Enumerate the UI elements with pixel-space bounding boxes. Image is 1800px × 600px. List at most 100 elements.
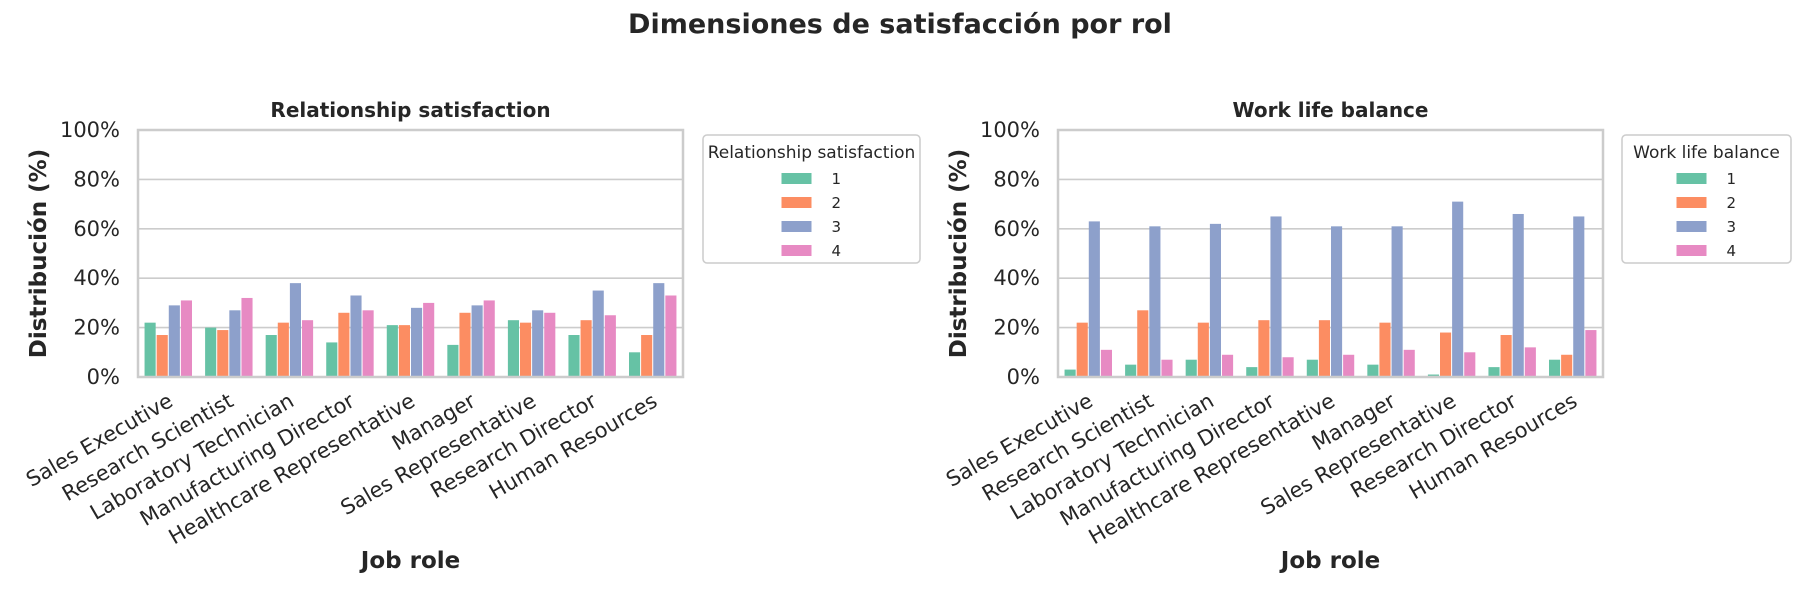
y-tick-label: 20% [73,316,120,340]
legend-label: 4 [832,242,842,260]
bar [507,320,519,377]
bar [1524,347,1536,377]
bar [168,305,180,377]
bar [665,295,677,377]
bar [1391,226,1403,377]
bar [144,322,156,377]
legend-swatch [1676,221,1707,232]
bar [483,300,495,377]
plot-frame [1056,128,1605,379]
y-tick-label: 100% [980,118,1040,142]
bar [1512,213,1524,377]
y-tick-label: 100% [60,118,120,142]
bar [641,335,653,377]
y-axis-label: Distribución (%) [26,149,52,359]
bar [1488,367,1500,377]
y-tick-label: 40% [993,266,1040,290]
bar [1379,322,1391,377]
plot-title: Relationship satisfaction [270,98,550,122]
bar [1561,354,1573,377]
bar [653,283,665,377]
legend-swatch [781,197,812,208]
y-tick-label: 40% [73,266,120,290]
bar [302,320,314,377]
y-tick-label: 80% [73,167,120,191]
bar [592,290,604,377]
legend-title: Work life balance [1633,143,1780,163]
bar [604,315,616,377]
legend-label: 2 [832,194,842,212]
bar [277,322,289,377]
legend-label: 3 [832,218,842,236]
y-tick-label: 60% [993,217,1040,241]
x-axis-label: Job role [359,548,460,574]
bar [459,312,471,377]
y-tick-label: 20% [993,316,1040,340]
bar [156,335,168,377]
plot-title: Work life balance [1233,98,1429,122]
bar [350,295,362,377]
legend-swatch [781,245,812,256]
y-axis-label: Distribución (%) [946,149,972,359]
x-axis-label: Job role [1279,548,1380,574]
y-tick-label: 0% [87,365,120,389]
legend-label: 4 [1727,242,1737,260]
bar [1440,332,1452,377]
bar [338,312,350,377]
bar [1282,357,1294,377]
bar [398,325,410,377]
bar [1331,226,1343,377]
legend-label: 1 [832,170,842,188]
bar [1246,367,1258,377]
bar [544,312,556,377]
bar [1185,359,1197,377]
bar [423,302,435,377]
legend-swatch [1676,173,1707,184]
bar [1209,223,1221,377]
bar [326,342,338,377]
bar [1258,320,1270,377]
bar [1125,364,1137,377]
bar [180,300,192,377]
bar [1452,201,1464,377]
plot-frame [136,128,685,379]
bar [471,305,483,377]
legend-label: 2 [1727,194,1737,212]
bar [362,310,374,377]
bar [580,320,592,377]
bar [1403,349,1415,377]
bar [217,330,229,377]
bar [1585,330,1597,377]
bar [1549,359,1561,377]
legend-label: 3 [1727,218,1737,236]
legend-label: 1 [1727,170,1737,188]
legend-swatch [1676,245,1707,256]
bar [1306,359,1318,377]
figure-title: Dimensiones de satisfacción por rol [628,9,1172,40]
bar [1343,354,1355,377]
bar [532,310,544,377]
y-tick-label: 60% [73,217,120,241]
bar [629,352,641,377]
bar [1270,216,1282,377]
bar [1318,320,1330,377]
bar [386,325,398,377]
bar [1367,364,1379,377]
legend-swatch [781,173,812,184]
bar [229,310,241,377]
bar [1100,349,1112,377]
bar [1137,310,1149,377]
bar [205,327,217,377]
bar [447,344,459,377]
y-tick-label: 0% [1007,365,1040,389]
bar [1464,352,1476,377]
bar [1573,216,1585,377]
legend-swatch [781,221,812,232]
bar [265,335,277,377]
bar [1076,322,1088,377]
legend-title: Relationship satisfaction [708,143,916,163]
bar [411,307,423,377]
bar [1149,226,1161,377]
